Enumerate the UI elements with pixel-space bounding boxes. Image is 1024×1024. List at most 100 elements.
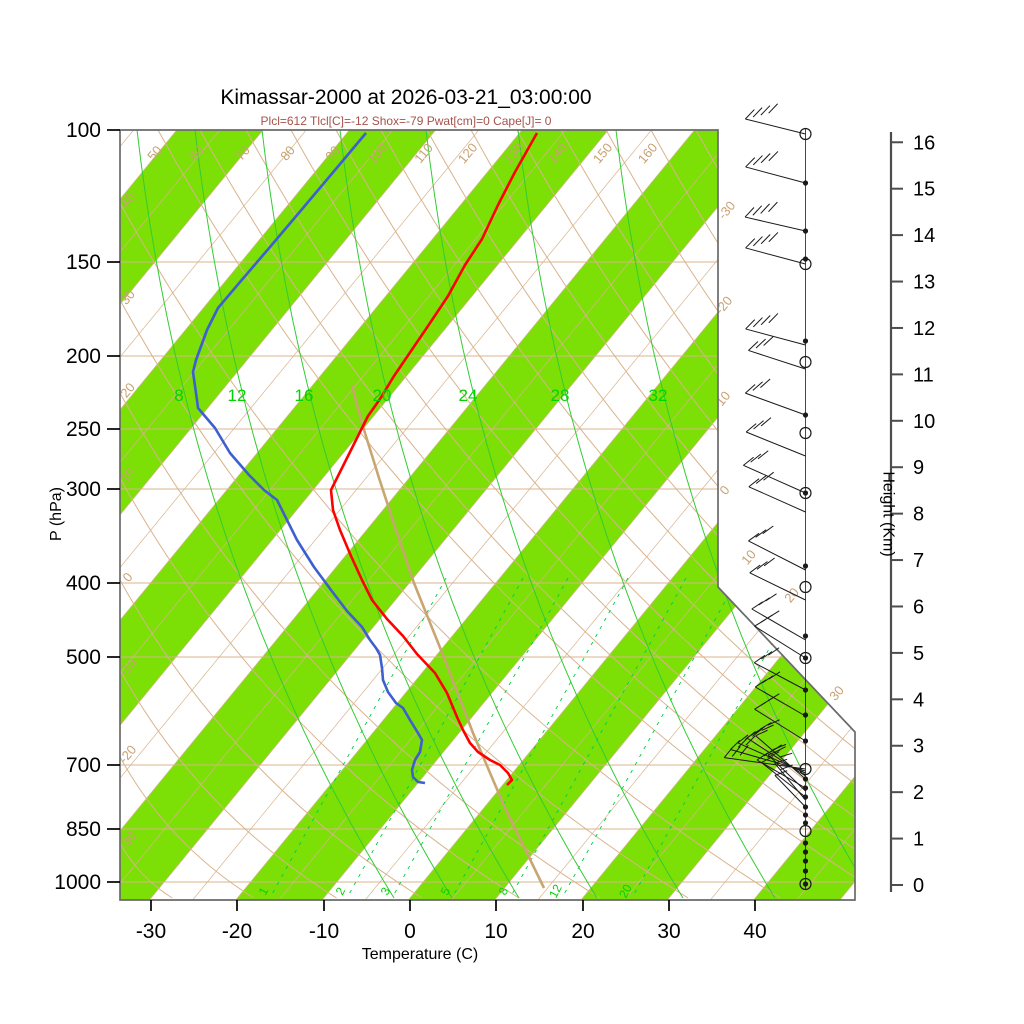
chart-label: 200 [66,345,101,368]
chart-label: 700 [66,754,101,777]
chart-label: 4 [913,689,924,711]
wind-barb [745,378,806,416]
chart-label: 0 [404,920,416,943]
dry-adiabat [245,130,855,899]
wind-barb [745,232,806,265]
moist-adiabat [615,130,855,899]
chart-label: 250 [66,418,101,441]
dry-adiabat [199,130,855,899]
wind-level-dot [802,776,809,782]
wind-level-dot [802,794,809,800]
temperature-axis-label: Temperature (C) [361,946,479,963]
chart-label: 3 [913,736,924,758]
isotherm-line [120,130,402,900]
dry-adiabat [120,842,173,899]
mixing-ratio-line [509,578,687,898]
dry-adiabat [605,130,855,899]
chart-label: 10 [738,547,759,568]
chart-label: 14 [913,225,935,247]
wind-level-circle [799,651,812,665]
mixing-ratio-line [269,578,447,898]
pressure-axis-label: P (hPa) [47,487,65,541]
wind-barb [754,647,806,691]
chart-label: 20 [616,882,635,901]
wind-level-dot [802,840,809,846]
isotherm-line [615,130,855,900]
chart-label: 0 [913,875,924,897]
isotherm-line [120,130,704,900]
dry-adiabat [157,130,855,899]
wind-barb [745,313,806,346]
dry-adiabat [120,477,520,899]
chart-label: 10 [913,411,935,433]
isotherm-line [658,130,855,900]
wind-level-dot [802,868,809,874]
wind-barb [754,671,806,717]
isotherm-line [120,130,574,900]
chart-label: 150 [66,251,101,274]
chart-label: 12 [546,882,565,901]
dry-adiabat [290,130,855,899]
chart-label: 12 [228,386,247,405]
wind-level-circle [799,127,812,141]
wind-level-dot [802,820,809,826]
isotherm-line [140,130,790,900]
wind-barb [748,336,806,370]
wind-level-dot [802,228,809,234]
wind-level-circle [799,824,812,838]
wind-barb [754,610,806,659]
chart-label: 80 [277,143,298,164]
chart-label: 2 [913,782,924,804]
chart-label: -30 [136,920,166,943]
wind-level-dot [802,412,809,418]
wind-level-dot [802,180,809,186]
wind-level-circle [799,355,812,369]
isotherm-line [120,130,315,900]
mixing-ratio-line [451,578,629,898]
wind-level-circle [799,486,812,500]
chart-label: 7 [913,550,924,572]
isotherm-line [120,130,617,900]
wind-barb [754,693,806,742]
chart-label: 40 [743,920,766,943]
dry-adiabat [120,756,255,899]
dry-adiabat [120,669,337,899]
wind-barb [751,593,806,641]
mixing-ratio-line [561,578,739,898]
dry-adiabat [120,202,781,899]
isotherm-line [120,130,445,900]
wind-level-dot [802,633,809,639]
wind-level-dot [802,849,809,855]
moist-adiabat [261,130,520,899]
isotherm-line [120,130,272,900]
chart-label: 3 [378,885,394,898]
chart-label: -20 [222,920,252,943]
chart-label: 400 [66,572,101,595]
isotherm-line [572,130,855,900]
wind-level-dot [802,687,809,693]
wind-level-circle [799,580,812,594]
chart-label: 28 [551,386,570,405]
isotherm-line [788,130,855,900]
temperature-curve [329,132,539,786]
chart-label: 500 [66,646,101,669]
chart-label: 5 [913,643,924,665]
chart-label: 1 [913,829,924,851]
parcel-curve [350,384,546,889]
chart-label: 100 [66,119,101,142]
wind-level-dot [802,712,809,718]
wind-level-circle [799,257,812,271]
wind-level-dot [802,812,809,818]
wind-barb [746,721,806,777]
moist-adiabat [194,130,453,899]
dry-adiabat [335,130,855,899]
chart-label: 10 [484,920,507,943]
wind-barb [745,417,806,457]
wind-level-dot [802,655,809,661]
chart-label: 32 [649,386,668,405]
chart-label: 15 [913,179,935,201]
wind-level-dot [802,858,809,864]
wind-barb [774,764,806,808]
moist-adiabat [517,130,776,899]
